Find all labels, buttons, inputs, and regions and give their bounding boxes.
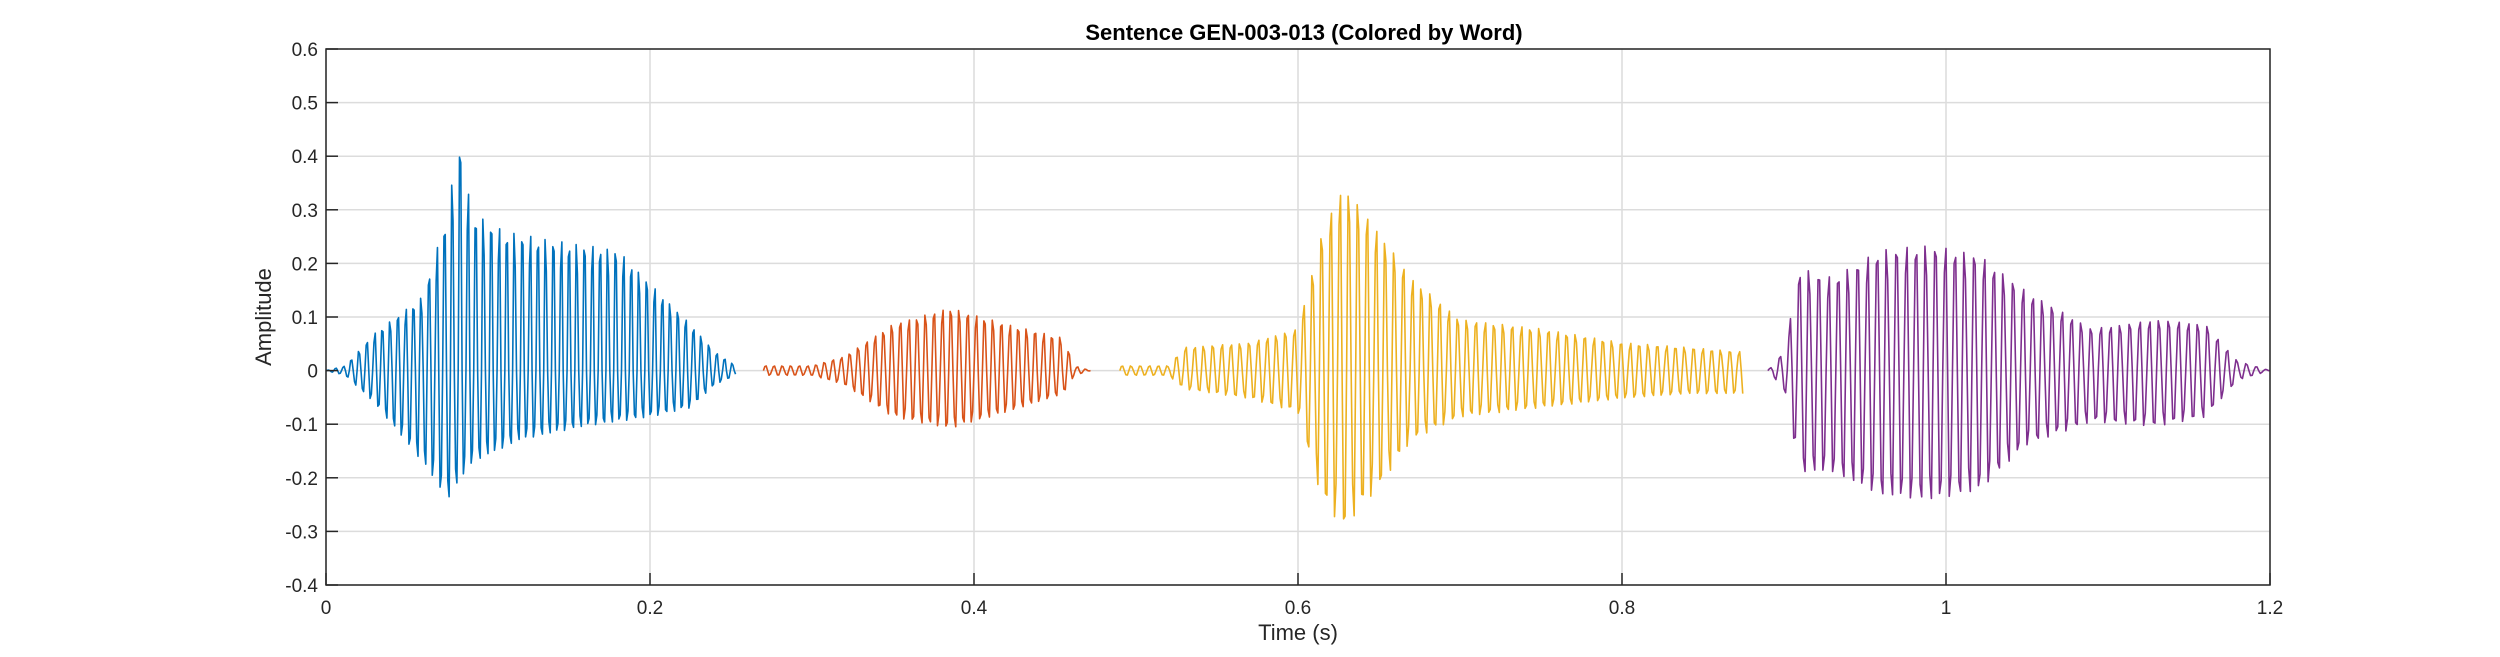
y-tick-label: -0.4	[285, 576, 318, 597]
x-tick-label: 1.2	[2257, 598, 2283, 619]
x-axis-label: Time (s)	[1258, 620, 1338, 645]
x-tick-label: 0.2	[637, 598, 663, 619]
y-tick-label: -0.3	[285, 522, 318, 543]
x-tick-label: 0.6	[1285, 598, 1311, 619]
word-waveform-4	[1767, 245, 2270, 500]
x-tick-label: 0.8	[1609, 598, 1635, 619]
y-tick-label: 0.2	[292, 254, 318, 275]
y-tick-label: -0.2	[285, 469, 318, 490]
x-tick-label: 0	[321, 598, 332, 619]
y-tick-label: 0.3	[292, 201, 318, 222]
word-waveform-1	[325, 156, 737, 498]
word-waveform-3	[1119, 194, 1744, 520]
x-tick-label: 1	[1941, 598, 1952, 619]
y-tick-label: 0	[307, 362, 318, 383]
y-tick-label: -0.1	[285, 415, 318, 436]
word-waveform-2	[762, 309, 1091, 428]
y-tick-label: 0.1	[292, 308, 318, 329]
y-axis-label: Amplitude	[251, 268, 276, 366]
series-layer	[325, 156, 2270, 520]
y-tick-label: 0.5	[292, 94, 318, 115]
x-tick-label: 0.4	[961, 598, 988, 619]
y-tick-label: 0.4	[292, 147, 319, 168]
axis-ticks: 0 0.2 0.4 0.6 0.8 1 1.2 -0.4 -0.3 -0.2 -0.1 0 0.1 0.2…	[285, 40, 2283, 619]
chart-title: Sentence GEN-003-013 (Colored by Word)	[1085, 20, 1522, 45]
y-tick-label: 0.6	[292, 40, 318, 61]
